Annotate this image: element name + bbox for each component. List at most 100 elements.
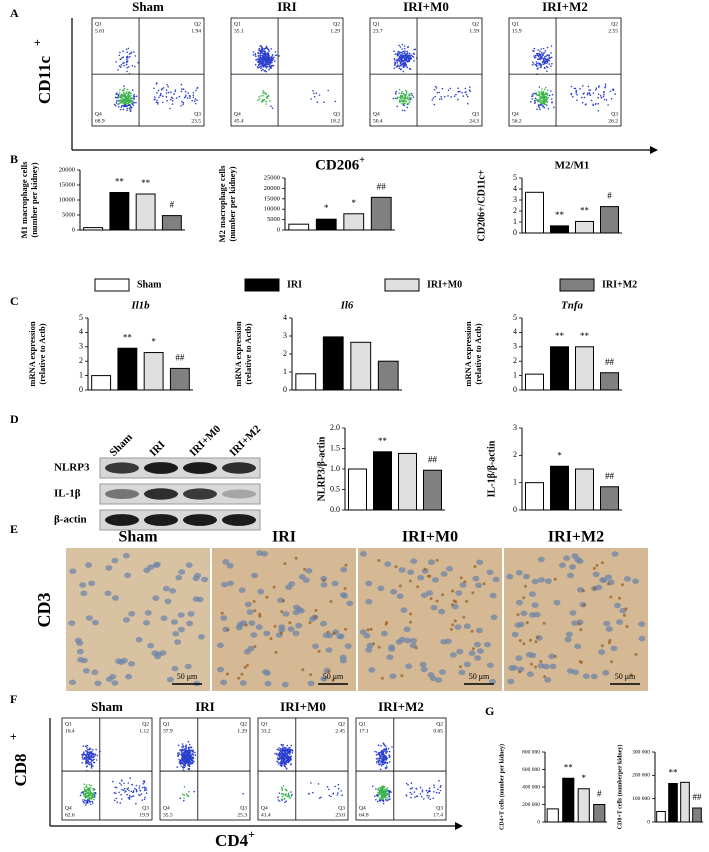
event-dot bbox=[242, 793, 244, 795]
cd3-stain bbox=[246, 663, 249, 667]
event-dot bbox=[428, 795, 430, 797]
event-dot bbox=[84, 797, 87, 799]
y-tick-label: 3 bbox=[513, 423, 517, 432]
event-dot bbox=[85, 760, 88, 762]
event-dot bbox=[194, 754, 197, 756]
bar bbox=[692, 807, 702, 823]
event-dot bbox=[188, 767, 191, 770]
event-dot bbox=[538, 64, 540, 66]
event-dot bbox=[609, 90, 612, 93]
event-dot bbox=[91, 792, 94, 795]
blot-band bbox=[144, 462, 178, 474]
significance: ** bbox=[378, 436, 388, 446]
bar bbox=[370, 196, 392, 231]
x-axis-label: CD4+ bbox=[215, 827, 255, 850]
quadrant-value: 64.8 bbox=[359, 812, 369, 818]
event-dot bbox=[385, 756, 388, 759]
event-dot bbox=[545, 92, 547, 94]
event-dot bbox=[130, 105, 132, 108]
event-dot bbox=[120, 97, 123, 100]
event-dot bbox=[90, 767, 93, 769]
event-dot bbox=[86, 756, 88, 759]
event-dot bbox=[400, 97, 403, 100]
event-dot bbox=[181, 746, 183, 748]
nucleus bbox=[472, 575, 480, 582]
blot-row-label: IL-1β bbox=[54, 488, 81, 500]
event-dot bbox=[196, 99, 198, 101]
event-dot bbox=[123, 87, 126, 90]
nucleus bbox=[235, 624, 243, 631]
event-dot bbox=[436, 91, 439, 94]
event-dot bbox=[457, 91, 460, 93]
event-dot bbox=[399, 56, 402, 59]
event-dot bbox=[408, 54, 411, 57]
significance: ** bbox=[669, 768, 679, 778]
event-dot bbox=[543, 95, 545, 98]
event-dot bbox=[384, 749, 386, 751]
event-dot bbox=[403, 98, 406, 100]
event-dot bbox=[86, 750, 88, 752]
event-dot bbox=[401, 43, 404, 46]
y-tick-label: 0 bbox=[513, 228, 517, 237]
event-dot bbox=[393, 50, 395, 52]
event-dot bbox=[379, 768, 382, 771]
lane-label: IRI bbox=[147, 439, 167, 459]
event-dot bbox=[384, 788, 386, 791]
event-dot bbox=[120, 108, 122, 111]
event-dot bbox=[405, 782, 408, 785]
nucleus bbox=[569, 564, 576, 570]
event-dot bbox=[115, 105, 117, 107]
event-dot bbox=[278, 792, 281, 794]
event-dot bbox=[114, 96, 117, 99]
nucleus bbox=[396, 593, 404, 599]
nucleus bbox=[221, 581, 229, 588]
event-dot bbox=[258, 98, 261, 100]
event-dot bbox=[143, 781, 146, 784]
event-dot bbox=[270, 48, 273, 50]
event-dot bbox=[92, 787, 95, 790]
event-dot bbox=[120, 780, 123, 782]
event-dot bbox=[119, 58, 122, 61]
cd3-stain bbox=[471, 647, 475, 651]
nucleus bbox=[526, 671, 534, 677]
cd3-stain bbox=[240, 672, 244, 676]
event-dot bbox=[120, 64, 123, 66]
event-dot bbox=[404, 64, 407, 67]
nucleus bbox=[320, 575, 328, 582]
event-dot bbox=[258, 61, 260, 64]
y-tick-label: 1 bbox=[283, 367, 287, 376]
event-dot bbox=[542, 92, 545, 94]
event-dot bbox=[180, 90, 183, 93]
event-dot bbox=[281, 751, 284, 753]
event-dot bbox=[118, 65, 121, 67]
event-dot bbox=[189, 752, 192, 754]
event-dot bbox=[264, 50, 266, 52]
legend-swatch bbox=[384, 278, 420, 292]
event-dot bbox=[545, 86, 547, 89]
event-dot bbox=[547, 96, 549, 99]
chart-title: Il1b bbox=[130, 300, 150, 312]
event-dot bbox=[124, 100, 126, 102]
event-dot bbox=[130, 51, 133, 54]
event-dot bbox=[121, 94, 123, 97]
event-dot bbox=[378, 799, 381, 801]
cd3-stain bbox=[462, 615, 466, 619]
event-dot bbox=[255, 55, 257, 58]
event-dot bbox=[406, 66, 409, 69]
event-dot bbox=[126, 56, 128, 59]
event-dot bbox=[407, 61, 409, 63]
event-dot bbox=[91, 794, 94, 797]
event-dot bbox=[402, 63, 404, 66]
event-dot bbox=[312, 791, 314, 794]
y-axis-label: (relative to Actb) bbox=[473, 323, 483, 384]
event-dot bbox=[140, 793, 143, 795]
event-dot bbox=[88, 794, 90, 796]
event-dot bbox=[539, 108, 541, 111]
event-dot bbox=[182, 756, 185, 758]
event-dot bbox=[289, 748, 292, 751]
event-dot bbox=[539, 98, 541, 101]
event-dot bbox=[540, 99, 542, 102]
chart-title-sup: + bbox=[359, 155, 365, 166]
lane-label: IRI+M0 bbox=[187, 423, 223, 459]
nucleus bbox=[537, 556, 545, 563]
